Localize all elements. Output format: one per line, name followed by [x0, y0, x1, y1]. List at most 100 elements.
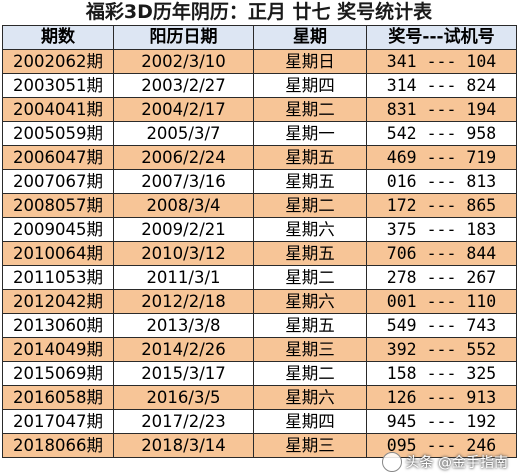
- cell-date: 2003/2/27: [113, 73, 254, 98]
- watermark: 头条 @金手指南: [381, 452, 508, 472]
- cell-numbers: 158 --- 325: [366, 361, 517, 386]
- cell-date: 2008/3/4: [113, 193, 254, 218]
- cell-date: 2006/2/24: [113, 145, 254, 170]
- cell-weekday: 星期五: [253, 241, 367, 266]
- cell-weekday: 星期四: [253, 73, 367, 98]
- cell-date: 2015/3/17: [113, 361, 254, 386]
- trial-number: 958: [466, 124, 497, 143]
- cell-issue: 2002062期: [2, 49, 114, 74]
- cell-numbers: 172 --- 865: [366, 193, 517, 218]
- cell-date: 2011/3/1: [113, 265, 254, 290]
- table-row: 2002062期 2002/3/10 星期日 341 --- 104: [2, 49, 517, 74]
- cell-weekday: 星期二: [253, 361, 367, 386]
- cell-issue: 2012042期: [2, 289, 114, 314]
- prize-number: 278: [386, 268, 417, 287]
- cell-weekday: 星期五: [253, 169, 367, 194]
- cell-weekday: 星期二: [253, 193, 367, 218]
- prize-number: 314: [386, 76, 417, 95]
- prize-number: 001: [386, 292, 417, 311]
- cell-issue: 2006047期: [2, 145, 114, 170]
- prize-number: 158: [386, 364, 417, 383]
- number-separator: ---: [426, 268, 457, 287]
- trial-number: 719: [466, 148, 497, 167]
- number-separator: ---: [426, 244, 457, 263]
- cell-numbers: 314 --- 824: [366, 73, 517, 98]
- cell-date: 2010/3/12: [113, 241, 254, 266]
- cell-numbers: 549 --- 743: [366, 313, 517, 338]
- trial-number: 267: [466, 268, 497, 287]
- number-separator: ---: [426, 52, 457, 71]
- cell-issue: 2018066期: [2, 433, 114, 458]
- prize-number: 945: [386, 412, 417, 431]
- trial-number: 813: [466, 172, 497, 191]
- cell-date: 2007/3/16: [113, 169, 254, 194]
- table-row: 2009045期 2009/2/21 星期六 375 --- 183: [2, 217, 517, 242]
- cell-date: 2012/2/18: [113, 289, 254, 314]
- prize-number: 549: [386, 316, 417, 335]
- prize-number: 172: [386, 196, 417, 215]
- trial-number: 104: [466, 52, 497, 71]
- prize-number: 375: [386, 220, 417, 239]
- cell-numbers: 016 --- 813: [366, 169, 517, 194]
- trial-number: 865: [466, 196, 497, 215]
- cell-issue: 2013060期: [2, 313, 114, 338]
- number-separator: ---: [426, 220, 457, 239]
- column-header-issue: 期数: [2, 25, 114, 50]
- cell-date: 2002/3/10: [113, 49, 254, 74]
- prize-number: 706: [386, 244, 417, 263]
- cell-weekday: 星期二: [253, 97, 367, 122]
- prize-number: 469: [386, 148, 417, 167]
- cell-issue: 2007067期: [2, 169, 114, 194]
- number-separator: ---: [426, 316, 457, 335]
- cell-numbers: 126 --- 913: [366, 385, 517, 410]
- trial-number: 194: [466, 100, 497, 119]
- cell-issue: 2011053期: [2, 265, 114, 290]
- cell-weekday: 星期六: [253, 217, 367, 242]
- table-row: 2017047期 2017/2/23 星期四 945 --- 192: [2, 409, 517, 434]
- cell-issue: 2008057期: [2, 193, 114, 218]
- trial-number: 552: [466, 340, 497, 359]
- table-header-row: 期数 阳历日期 星期 奖号---试机号: [2, 25, 517, 50]
- watermark-text: 头条 @金手指南: [405, 455, 508, 471]
- table-row: 2003051期 2003/2/27 星期四 314 --- 824: [2, 73, 517, 98]
- prize-number: 831: [386, 100, 417, 119]
- trial-number: 844: [466, 244, 497, 263]
- cell-numbers: 542 --- 958: [366, 121, 517, 146]
- cell-weekday: 星期六: [253, 385, 367, 410]
- cell-numbers: 375 --- 183: [366, 217, 517, 242]
- cell-issue: 2014049期: [2, 337, 114, 362]
- number-separator: ---: [426, 412, 457, 431]
- cell-weekday: 星期三: [253, 433, 367, 458]
- number-separator: ---: [426, 148, 457, 167]
- cell-numbers: 945 --- 192: [366, 409, 517, 434]
- cell-date: 2009/2/21: [113, 217, 254, 242]
- table-row: 2013060期 2013/3/8 星期五 549 --- 743: [2, 313, 517, 338]
- number-separator: ---: [426, 388, 457, 407]
- table-row: 2014049期 2014/2/26 星期三 392 --- 552: [2, 337, 517, 362]
- prize-number: 341: [386, 52, 417, 71]
- prize-number: 126: [386, 388, 417, 407]
- cell-numbers: 392 --- 552: [366, 337, 517, 362]
- table-row: 2005059期 2005/3/7 星期一 542 --- 958: [2, 121, 517, 146]
- cell-weekday: 星期一: [253, 121, 367, 146]
- trial-number: 325: [466, 364, 497, 383]
- table-row: 2018066期 2018/3/14 星期三 095 --- 246: [2, 433, 517, 458]
- cell-issue: 2015069期: [2, 361, 114, 386]
- table-row: 2006047期 2006/2/24 星期五 469 --- 719: [2, 145, 517, 170]
- column-header-date: 阳历日期: [113, 25, 254, 50]
- cell-date: 2017/2/23: [113, 409, 254, 434]
- prize-number: 542: [386, 124, 417, 143]
- cell-date: 2013/3/8: [113, 313, 254, 338]
- cell-numbers: 706 --- 844: [366, 241, 517, 266]
- cell-weekday: 星期日: [253, 49, 367, 74]
- cell-weekday: 星期五: [253, 313, 367, 338]
- cell-numbers: 469 --- 719: [366, 145, 517, 170]
- table-row: 2008057期 2008/3/4 星期二 172 --- 865: [2, 193, 517, 218]
- table-row: 2010064期 2010/3/12 星期五 706 --- 844: [2, 241, 517, 266]
- cell-date: 2016/3/5: [113, 385, 254, 410]
- number-separator: ---: [426, 172, 457, 191]
- table-body: 2002062期 2002/3/10 星期日 341 --- 104 2003051期 200…: [2, 49, 517, 458]
- cell-weekday: 星期三: [253, 337, 367, 362]
- table-row: 2011053期 2011/3/1 星期二 278 --- 267: [2, 265, 517, 290]
- column-header-weekday: 星期: [253, 25, 367, 50]
